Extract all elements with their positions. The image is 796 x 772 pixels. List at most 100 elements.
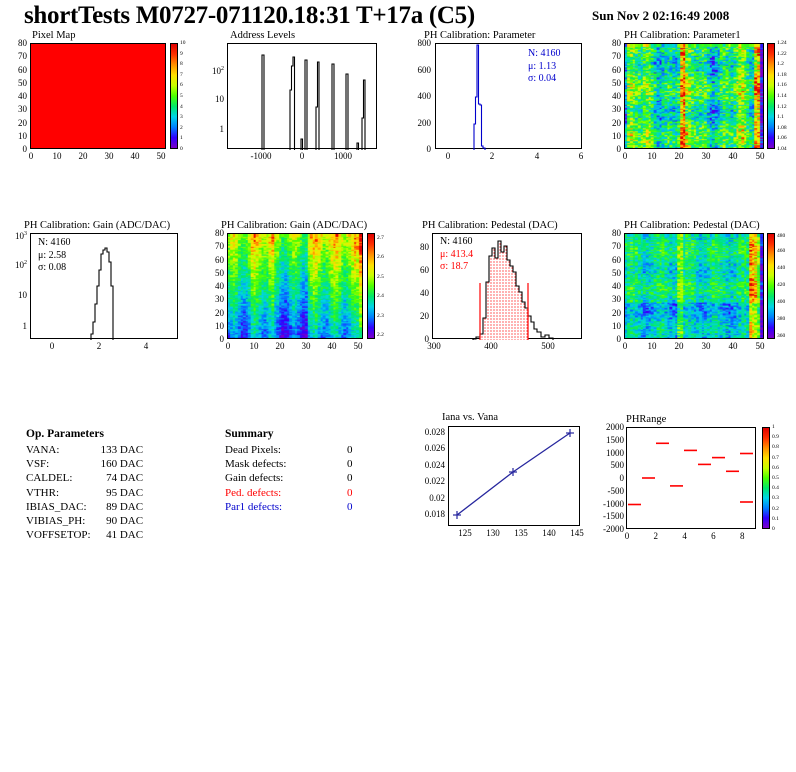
- panel-phrange: PHRange -2000 -1500 -1000: [603, 414, 779, 541]
- summary-value: 0: [347, 500, 353, 513]
- plot-frame: [448, 426, 580, 526]
- plot-frame: [227, 233, 363, 339]
- table-row: VTHR: 95 DAC: [26, 487, 143, 501]
- table-row: Mask defects: 0: [225, 458, 353, 472]
- plot-frame: [435, 43, 582, 150]
- table-row: Par1 defects: 0: [225, 501, 353, 515]
- summary-key: Ped. defects:: [225, 486, 282, 499]
- panel-pixel-map: Pixel Map 0 10 20 30 40 50 60 70 80 0 10…: [18, 30, 186, 161]
- summary-body: Dead Pixels: 0 Mask defects: 0 Gain defect…: [225, 444, 353, 515]
- panel-ph-pedestal-map: PH Calibration: Pedestal (DAC) 0 10 20 3…: [612, 220, 786, 351]
- summary-table: Summary Dead Pixels: 0 Mask defects: 0 Gai…: [225, 428, 353, 515]
- pedestal-colorbar: [767, 233, 775, 339]
- phrange-chart: [628, 442, 753, 506]
- param-key: CALDEL:: [26, 472, 73, 485]
- table-row: Dead Pixels: 0: [225, 444, 353, 458]
- panel-iana-vs-vana: Iana vs. Vana 0.018 0.02 0.022 0.024 0.0…: [424, 412, 584, 538]
- ph-gain-histogram: [90, 247, 114, 340]
- gain-colorbar: [367, 233, 375, 339]
- pixel-map-heatmap: [31, 44, 165, 148]
- op-parameters-body: VANA: 133 DAC VSF: 160 DAC CALDEL: 74 DAC V…: [26, 444, 143, 543]
- plot-frame: [624, 43, 764, 149]
- plot-frame: [227, 43, 377, 150]
- param-value: 160 DAC: [100, 458, 144, 471]
- plot-frame: [626, 427, 756, 529]
- table-row: VSF: 160 DAC: [26, 458, 143, 472]
- table-row: VOFFSETOP: 41 DAC: [26, 529, 143, 543]
- op-parameters-table: Op. Parameters VANA: 133 DAC VSF: 160 DAC …: [26, 428, 143, 543]
- ph-parameter-histogram: [473, 44, 486, 150]
- panel-address-levels: Address Levels 1 10 102: [205, 30, 395, 161]
- summary-key: Dead Pixels:: [225, 444, 281, 456]
- summary-value: 0: [347, 472, 353, 485]
- plot-frame: [30, 43, 166, 149]
- stat-sigma: σ: 0.04: [528, 73, 557, 84]
- summary-value: 0: [347, 458, 353, 471]
- panel-title: Pixel Map: [32, 30, 76, 41]
- parameter1-colorbar: [767, 43, 775, 149]
- summary-key: Mask defects:: [225, 458, 287, 471]
- panel-ph-parameter1-map: PH Calibration: Parameter1 0 10 20 30 40…: [612, 30, 787, 161]
- param-value: 74 DAC: [106, 472, 144, 485]
- ph-pedestal-stats: N: 4160 μ: 413.4 σ: 18.7: [440, 236, 473, 274]
- param-value: 89 DAC: [106, 500, 144, 513]
- param-value: 95 DAC: [106, 486, 144, 499]
- ph-parameter-stats: N: 4160 μ: 1.13 σ: 0.04: [528, 48, 561, 86]
- iana-vs-vana-chart: [453, 429, 574, 519]
- table-row: VIBIAS_PH: 90 DAC: [26, 515, 143, 529]
- plot-frame: [624, 233, 764, 339]
- stat-mu: μ: 413.4: [440, 248, 474, 260]
- panel-title: PHRange: [626, 414, 667, 425]
- pixel-map-colorbar: [170, 43, 178, 149]
- param-value: 41 DAC: [106, 529, 144, 542]
- table-row: Ped. defects: 0: [225, 487, 353, 501]
- panel-title: PH Calibration: Parameter: [424, 30, 536, 41]
- stat-n: N: 4160: [528, 48, 561, 59]
- stat-sigma: σ: 18.7: [440, 261, 469, 272]
- param-value: 90 DAC: [106, 514, 144, 527]
- param-key: VSF:: [26, 458, 50, 471]
- summary-value: 0: [347, 444, 353, 456]
- table-row: CALDEL: 74 DAC: [26, 472, 143, 486]
- param-key: IBIAS_DAC:: [26, 500, 87, 513]
- plot-frame: [30, 233, 178, 340]
- panel-title: PH Calibration: Parameter1: [624, 30, 741, 41]
- report-timestamp: Sun Nov 2 02:16:49 2008: [592, 8, 730, 23]
- summary-key: Par1 defects:: [225, 500, 283, 513]
- panel-ph-pedestal-hist: PH Calibration: Pedestal (DAC): [410, 220, 600, 351]
- param-value: 133 DAC: [100, 444, 144, 456]
- summary-value: 0: [347, 486, 353, 499]
- param-key: VTHR:: [26, 486, 59, 499]
- table-row: VANA: 133 DAC: [26, 444, 143, 458]
- panel-ph-gain-hist: PH Calibration: Gain (ADC/DAC) N: 4160 μ…: [8, 220, 198, 351]
- panel-title: Address Levels: [230, 30, 296, 41]
- stat-sigma: σ: 0.08: [38, 262, 67, 273]
- op-parameters-heading: Op. Parameters: [26, 428, 104, 440]
- ph-gain-stats: N: 4160 μ: 2.58 σ: 0.08: [38, 237, 71, 275]
- table-row: Gain defects: 0: [225, 472, 353, 486]
- panel-title: PH Calibration: Gain (ADC/DAC): [24, 220, 171, 231]
- panel-ph-gain-map: PH Calibration: Gain (ADC/DAC) 0 10 20 3…: [215, 220, 384, 351]
- gain-heatmap: [228, 234, 362, 338]
- stat-n: N: 4160: [440, 236, 473, 247]
- plot-frame: [432, 233, 582, 340]
- table-row: IBIAS_DAC: 89 DAC: [26, 501, 143, 515]
- summary-key: Gain defects:: [225, 472, 284, 485]
- panel-ph-parameter: PH Calibration: Parameter N: 4160 μ: 1.1…: [417, 30, 584, 161]
- param-key: VANA:: [26, 444, 60, 456]
- stat-n: N: 4160: [38, 237, 71, 248]
- panel-title: Iana vs. Vana: [442, 412, 499, 423]
- param-key: VOFFSETOP:: [26, 529, 91, 542]
- ph-pedestal-histogram: [472, 240, 554, 340]
- panel-title: PH Calibration: Gain (ADC/DAC): [221, 220, 368, 231]
- page-title: shortTests M0727-071120.18:31 T+17a (C5): [24, 2, 475, 29]
- summary-heading: Summary: [225, 428, 274, 440]
- address-levels-chart: [261, 54, 366, 150]
- stat-mu: μ: 2.58: [38, 249, 67, 261]
- panel-title: PH Calibration: Pedestal (DAC): [624, 220, 760, 231]
- panel-title: PH Calibration: Pedestal (DAC): [422, 220, 558, 231]
- stat-mu: μ: 1.13: [528, 60, 557, 72]
- parameter1-heatmap: [625, 44, 763, 148]
- param-key: VIBIAS_PH:: [26, 514, 86, 527]
